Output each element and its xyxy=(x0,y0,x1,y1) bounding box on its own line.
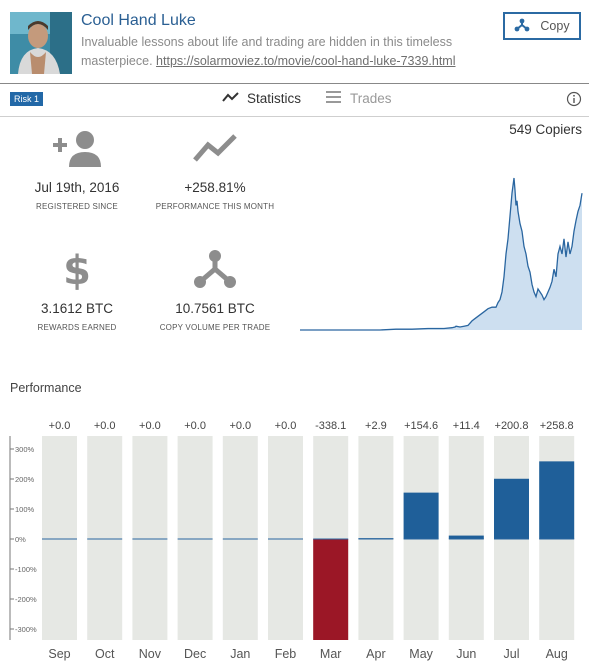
copy-fork-icon xyxy=(145,249,285,289)
month-label: Mar xyxy=(320,647,342,661)
equity-area-fill xyxy=(300,178,582,330)
bar-value-label: +258.8 xyxy=(540,420,574,432)
bar-value-label: +0.0 xyxy=(94,420,116,432)
performance-bar xyxy=(539,461,575,539)
volume-label: COPY VOLUME PER TRADE xyxy=(159,323,271,332)
bar-value-label: +0.0 xyxy=(49,420,71,432)
risk-badge: Risk 1 xyxy=(10,92,44,106)
rewards-label: REWARDS EARNED xyxy=(37,323,117,332)
description-text: Invaluable lessons about life and tradin… xyxy=(81,35,453,68)
bar-value-label: +11.4 xyxy=(453,420,480,432)
stat-registered: Jul 19th, 2016 REGISTERED SINCE xyxy=(7,128,147,211)
stat-volume: 10.7561 BTC COPY VOLUME PER TRADE xyxy=(145,249,285,332)
registered-value: Jul 19th, 2016 xyxy=(34,180,120,195)
tab-statistics-label: Statistics xyxy=(247,91,302,106)
tab-bar: Risk 1 Statistics Trades xyxy=(0,85,589,117)
svg-text:$: $ xyxy=(63,248,91,290)
bar-background xyxy=(42,436,77,640)
performance-bar xyxy=(313,539,349,640)
info-icon[interactable] xyxy=(566,91,582,112)
copy-fork-icon xyxy=(514,18,530,35)
y-tick-label: -200% xyxy=(15,595,37,604)
bar-value-label: +0.0 xyxy=(275,420,297,432)
tab-trades[interactable]: Trades xyxy=(326,91,392,106)
y-tick-label: -300% xyxy=(15,625,37,634)
bar-background xyxy=(222,436,258,640)
performance-title: Performance xyxy=(10,381,82,395)
month-label: Jun xyxy=(456,647,476,661)
stat-rewards: $ 3.1612 BTC REWARDS EARNED xyxy=(7,248,147,332)
y-tick-label: 200% xyxy=(15,475,35,484)
bar-background xyxy=(132,436,168,640)
volume-value: 10.7561 BTC xyxy=(175,301,255,316)
copy-button-label: Copy xyxy=(540,19,570,33)
bar-value-label: +200.8 xyxy=(495,420,529,432)
add-user-icon xyxy=(7,128,147,168)
bar-background xyxy=(268,436,303,640)
month-label: Oct xyxy=(95,647,115,661)
y-tick-label: 300% xyxy=(15,445,35,454)
equity-area-chart xyxy=(300,177,583,331)
trader-avatar xyxy=(10,12,72,74)
bar-value-label: -338.1 xyxy=(315,420,346,432)
month-label: Feb xyxy=(275,647,297,661)
performance-bar xyxy=(448,535,484,539)
bar-background xyxy=(87,436,123,640)
y-tick-label: 100% xyxy=(15,505,35,514)
bar-value-label: +0.0 xyxy=(184,420,206,432)
bar-value-label: +0.0 xyxy=(139,420,161,432)
trader-description: Invaluable lessons about life and tradin… xyxy=(81,33,481,71)
bar-value-label: +154.6 xyxy=(404,420,438,432)
bar-value-label: +2.9 xyxy=(365,420,387,432)
copy-button[interactable]: Copy xyxy=(503,12,581,40)
trader-name: Cool Hand Luke xyxy=(81,12,196,29)
equity-line xyxy=(300,177,583,331)
bar-background xyxy=(177,436,213,640)
tab-statistics[interactable]: Statistics xyxy=(222,91,301,106)
trader-header: Cool Hand Luke Invaluable lessons about … xyxy=(0,0,589,84)
month-label: Aug xyxy=(546,647,568,661)
month-label: May xyxy=(409,647,433,661)
y-tick-label: 0% xyxy=(15,535,26,544)
month-label: Nov xyxy=(139,647,162,661)
month-label: Dec xyxy=(184,647,206,661)
registered-label: REGISTERED SINCE xyxy=(36,202,118,211)
month-label: Apr xyxy=(366,647,385,661)
rewards-value: 3.1612 BTC xyxy=(40,301,114,316)
dollar-icon: $ xyxy=(7,248,147,290)
list-icon xyxy=(326,91,341,106)
stat-performance: +258.81% PERFORMANCE THIS MONTH xyxy=(145,128,285,211)
trend-line-icon xyxy=(145,128,285,168)
performance-bar xyxy=(403,492,439,539)
trend-line-icon xyxy=(222,91,239,106)
performance-bar xyxy=(494,478,529,539)
month-label: Jan xyxy=(230,647,250,661)
copiers-count: 549 Copiers xyxy=(509,122,582,137)
bar-value-label: +0.0 xyxy=(229,420,251,432)
performance-bar-chart: 300% 200% 100% 0% -100% -200% -300% +0.0 Sep +0.0… xyxy=(9,420,575,661)
bar-background xyxy=(358,436,394,640)
performance-label: PERFORMANCE THIS MONTH xyxy=(155,202,275,211)
y-tick-label: -100% xyxy=(15,565,37,574)
performance-value: +258.81% xyxy=(184,180,246,195)
description-link[interactable]: https://solarmoviez.to/movie/cool-hand-l… xyxy=(156,54,456,68)
month-label: Jul xyxy=(504,647,520,661)
month-label: Sep xyxy=(48,647,70,661)
tab-trades-label: Trades xyxy=(350,91,392,106)
